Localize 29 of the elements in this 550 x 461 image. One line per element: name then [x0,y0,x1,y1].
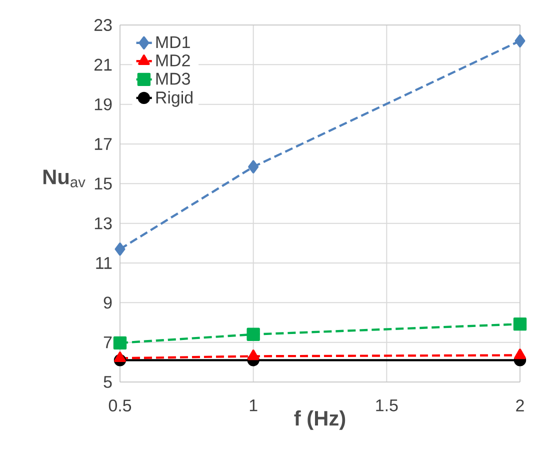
y-tick-label: 9 [104,296,112,309]
y-tick-label: 23 [94,19,112,31]
y-axis-title: Nu$_{av}$ [43,170,86,188]
point [113,336,127,350]
x-tick-label: 1.5 [376,400,398,412]
y-tick-label: 5 [104,376,112,388]
y-tick-label: 11 [96,257,112,269]
point [514,348,526,360]
y-tick-label: 13 [94,217,112,230]
y-tick-label: 21 [94,58,112,71]
point [114,352,126,362]
point [247,350,260,360]
point [114,242,126,256]
x-tick-label: 2 [516,400,524,412]
y-tick-label: 15 [94,178,112,190]
x-axis-title: f (Hz) [294,410,346,430]
legend-label: MD1 [156,36,190,48]
y-tick-label: 17 [94,138,112,150]
point [513,317,527,331]
y-tick-label: 7 [104,336,112,348]
legend-label: MD2 [156,54,190,66]
point [514,34,526,48]
legend-label: MD3 [156,72,190,85]
x-tick-label: 0.5 [108,400,132,412]
point [248,160,259,174]
y-tick-label: 19 [94,98,112,110]
x-tick-label: 1 [250,400,258,412]
point [246,328,260,341]
legend-label: Rigid [156,91,192,107]
